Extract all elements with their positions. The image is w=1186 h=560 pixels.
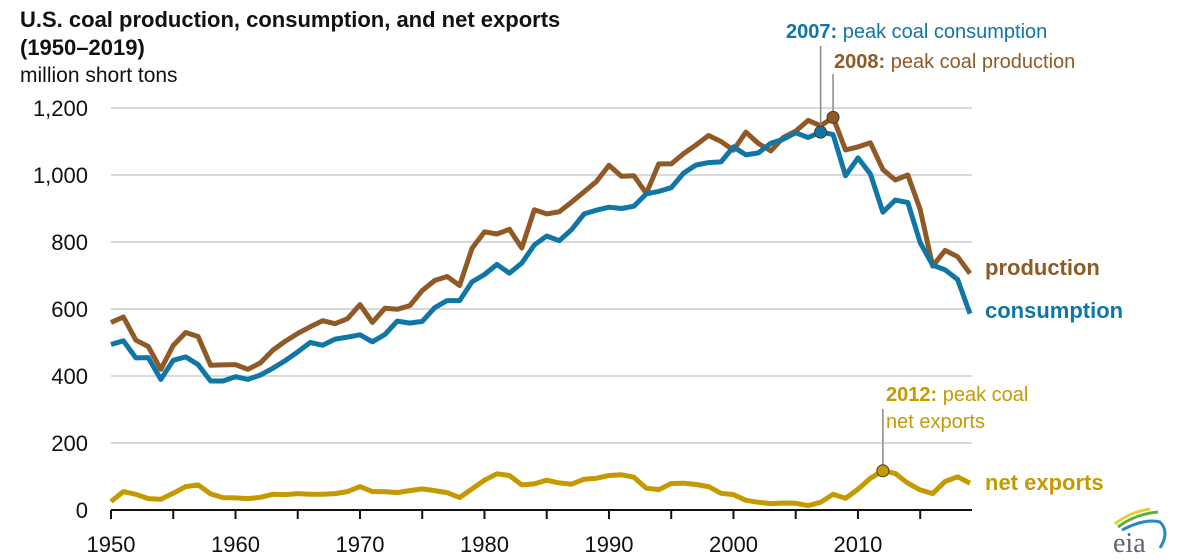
- chart-title-line1: U.S. coal production, consumption, and n…: [20, 7, 561, 32]
- eia-logo-swoosh-yellow: [1114, 507, 1151, 526]
- series-labels: production consumption net exports: [985, 255, 1123, 495]
- annotation-marker: [876, 464, 890, 478]
- series-label-net-exports: net exports: [985, 470, 1104, 495]
- chart-title-line2: (1950–2019): [20, 35, 145, 60]
- annotation-text-line2: net exports: [886, 411, 985, 433]
- series-line-consumption: [110, 129, 973, 384]
- x-tick-label: 1970: [336, 532, 385, 557]
- annotation-description: peak coal consumption: [837, 21, 1047, 43]
- y-tick-label: 400: [51, 364, 88, 389]
- annotation-year: 2007:: [786, 21, 837, 43]
- y-tick-label: 200: [51, 431, 88, 456]
- eia-logo-swoosh-blue: [1121, 519, 1167, 549]
- chart-title: U.S. coal production, consumption, and n…: [20, 6, 560, 62]
- eia-logo-swoosh-green: [1117, 510, 1159, 529]
- series-label-consumption: consumption: [985, 298, 1123, 323]
- annotation-description: peak coal: [937, 384, 1028, 406]
- annotation-marker: [814, 125, 828, 139]
- annotations: 2007: peak coal consumption 2008: peak co…: [786, 21, 1075, 478]
- x-tick-label: 2010: [833, 532, 882, 557]
- y-axis-units-label: million short tons: [20, 64, 178, 87]
- y-tick-label: 0: [76, 498, 88, 523]
- y-tick-label: 1,200: [33, 96, 88, 121]
- annotation-text: 2012: peak coal: [886, 384, 1028, 406]
- series-label-production: production: [985, 255, 1100, 280]
- annotation-text: 2008: peak coal production: [834, 51, 1075, 73]
- x-tick-label: 2000: [709, 532, 758, 557]
- y-tick-label: 800: [51, 230, 88, 255]
- x-tick-label: 1980: [460, 532, 509, 557]
- x-tick-label: 1950: [87, 532, 136, 557]
- annotation-marker: [826, 110, 840, 124]
- series-line-net-exports: [109, 468, 972, 509]
- eia-logo-text: eia: [1113, 528, 1146, 559]
- annotation-description: peak coal production: [885, 51, 1075, 73]
- y-tick-label: 600: [51, 297, 88, 322]
- annotation-year: 2012:: [886, 384, 937, 406]
- y-axis: 0 200 400 600 800 1,000 1,200: [33, 96, 88, 523]
- x-tick-label: 1960: [211, 532, 260, 557]
- annotation-text: 2007: peak coal consumption: [786, 21, 1047, 43]
- x-axis: 1950 1960 1970 1980 1990 2000 2010: [87, 509, 972, 557]
- y-tick-label: 1,000: [33, 163, 88, 188]
- annotation-year: 2008:: [834, 51, 885, 73]
- eia-logo: eia: [1113, 507, 1167, 559]
- series-line-production: [110, 114, 973, 372]
- x-tick-label: 1990: [584, 532, 633, 557]
